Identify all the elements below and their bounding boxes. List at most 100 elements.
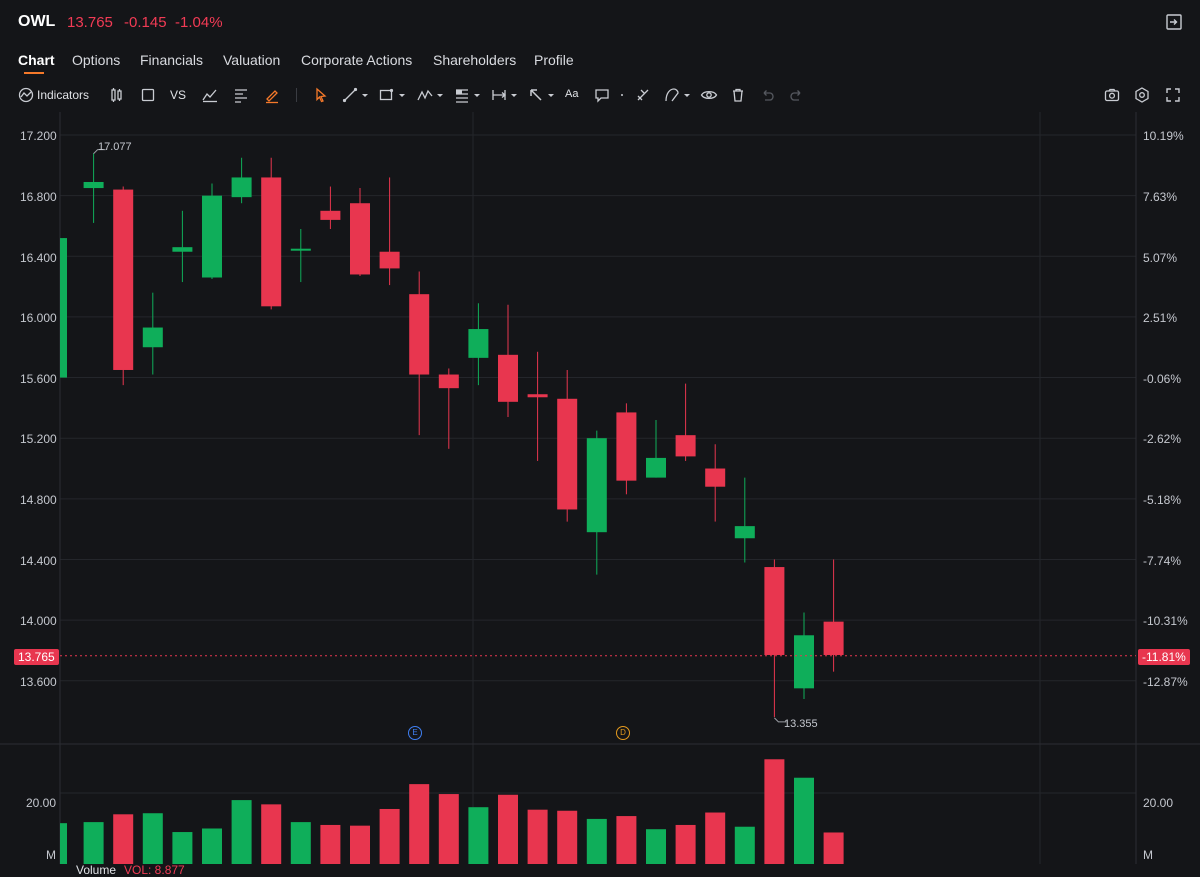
volume-bar <box>172 832 193 864</box>
chevron-down-icon[interactable] <box>360 85 370 105</box>
candle-body <box>557 398 578 510</box>
candle-body <box>83 181 104 189</box>
chart-style-icon[interactable] <box>200 85 220 105</box>
volume-bar <box>409 784 430 864</box>
fibonacci-icon[interactable] <box>452 85 472 105</box>
percent-axis-label: -5.18% <box>1143 493 1182 507</box>
percent-axis-label: 7.63% <box>1143 190 1178 204</box>
chevron-down-icon[interactable] <box>472 85 482 105</box>
candle-body <box>379 251 400 269</box>
exit-fullscreen-icon[interactable] <box>1164 12 1184 32</box>
percent-axis-label: -7.74% <box>1143 554 1182 568</box>
price-axis-label: 14.800 <box>20 493 57 507</box>
percent-axis-label: -0.06% <box>1143 372 1182 386</box>
chevron-down-icon[interactable] <box>682 85 692 105</box>
volume-bar <box>764 759 785 864</box>
percent-axis-label: -2.62% <box>1143 432 1182 446</box>
candle-body <box>261 177 282 307</box>
settings-gear-icon[interactable] <box>1132 85 1152 105</box>
layout-square-icon[interactable] <box>138 85 158 105</box>
high-annotation-leader <box>93 149 106 155</box>
candlestick-chart[interactable] <box>0 112 1200 864</box>
price-axis-label: 16.400 <box>20 251 57 265</box>
measure-range-icon[interactable] <box>489 85 509 105</box>
camera-icon[interactable] <box>1102 85 1122 105</box>
price-axis-label: 16.000 <box>20 311 57 325</box>
earnings-marker[interactable]: E <box>408 726 422 740</box>
dividend-marker[interactable]: D <box>616 726 630 740</box>
drawing-brush-icon[interactable] <box>662 85 682 105</box>
tab-valuation[interactable]: Valuation <box>223 52 281 68</box>
comment-icon[interactable] <box>592 85 612 105</box>
text-tool-button[interactable]: Aa <box>565 88 579 100</box>
toolbar-dot <box>621 94 623 96</box>
volume-title: Volume <box>76 863 117 877</box>
undo-icon[interactable] <box>757 85 777 105</box>
tab-corporate-actions[interactable]: Corporate Actions <box>301 52 413 68</box>
chevron-down-icon[interactable] <box>397 85 407 105</box>
candle-body <box>202 195 222 278</box>
volume-bar <box>794 777 814 864</box>
arrow-tool-icon[interactable] <box>526 85 546 105</box>
volume-bar <box>83 822 104 864</box>
chart-area[interactable]: 17.200 16.800 16.400 16.000 15.600 15.20… <box>0 112 1200 877</box>
candle-body <box>823 621 844 655</box>
eye-icon[interactable] <box>699 85 719 105</box>
current-price-tag: 13.765 <box>14 649 59 665</box>
volume-bar <box>675 824 696 864</box>
candle-body <box>734 526 755 539</box>
redo-icon[interactable] <box>787 85 807 105</box>
pattern-tool-icon[interactable] <box>415 85 435 105</box>
cursor-arrow-icon[interactable] <box>311 85 331 105</box>
candle-body <box>113 189 134 370</box>
volume-bar <box>557 810 578 864</box>
current-percent-tag: -11.81% <box>1138 649 1190 665</box>
volume-unit-label: M <box>46 848 56 862</box>
volume-bar <box>113 814 134 864</box>
compare-vs-button[interactable]: VS <box>170 88 187 102</box>
price-change: -0.145 <box>124 14 167 31</box>
text-align-icon[interactable] <box>231 85 251 105</box>
tab-chart[interactable]: Chart <box>18 52 55 68</box>
volume-axis-label-right: 20.00 <box>1143 796 1174 810</box>
high-price-label: 17.077 <box>98 141 132 153</box>
indicators-icon[interactable] <box>16 85 36 105</box>
chevron-down-icon[interactable] <box>435 85 445 105</box>
tab-options[interactable]: Options <box>72 52 121 68</box>
trend-line-icon[interactable] <box>340 85 360 105</box>
chevron-down-icon[interactable] <box>509 85 519 105</box>
volume-bar <box>320 824 341 864</box>
price-axis-label: 16.800 <box>20 190 57 204</box>
tab-financials[interactable]: Financials <box>140 52 204 68</box>
candle-body <box>142 327 163 348</box>
price-axis-label: 15.600 <box>20 372 57 386</box>
trash-icon[interactable] <box>728 85 748 105</box>
highlighter-icon[interactable] <box>262 85 282 105</box>
tab-bar: Chart Options Financials Valuation Corpo… <box>0 44 1200 76</box>
shape-rectangle-icon[interactable] <box>376 85 396 105</box>
chart-grid <box>0 112 1200 864</box>
fullscreen-icon[interactable] <box>1163 85 1183 105</box>
candlestick-icon[interactable] <box>107 85 127 105</box>
candle-body <box>586 438 607 533</box>
tab-shareholders[interactable]: Shareholders <box>433 52 517 68</box>
volume-bar <box>231 800 252 864</box>
price-axis-label: 17.200 <box>20 129 57 143</box>
volume-bar <box>527 809 548 864</box>
candle-body <box>320 210 341 220</box>
percent-axis-label: -12.87% <box>1143 675 1188 689</box>
tab-profile[interactable]: Profile <box>534 52 574 68</box>
candle-body <box>231 177 252 198</box>
candle-body <box>498 354 518 402</box>
active-tab-indicator <box>24 72 44 74</box>
chevron-down-icon[interactable] <box>546 85 556 105</box>
indicators-button[interactable]: Indicators <box>37 88 90 102</box>
volume-bar <box>379 808 400 864</box>
toolbar-divider <box>296 88 297 102</box>
volume-bar <box>60 823 67 864</box>
candle-body <box>616 412 637 481</box>
volume-bar <box>261 804 282 864</box>
candle-body <box>705 468 726 487</box>
candle-body <box>60 238 67 378</box>
magnet-icon[interactable] <box>633 85 653 105</box>
